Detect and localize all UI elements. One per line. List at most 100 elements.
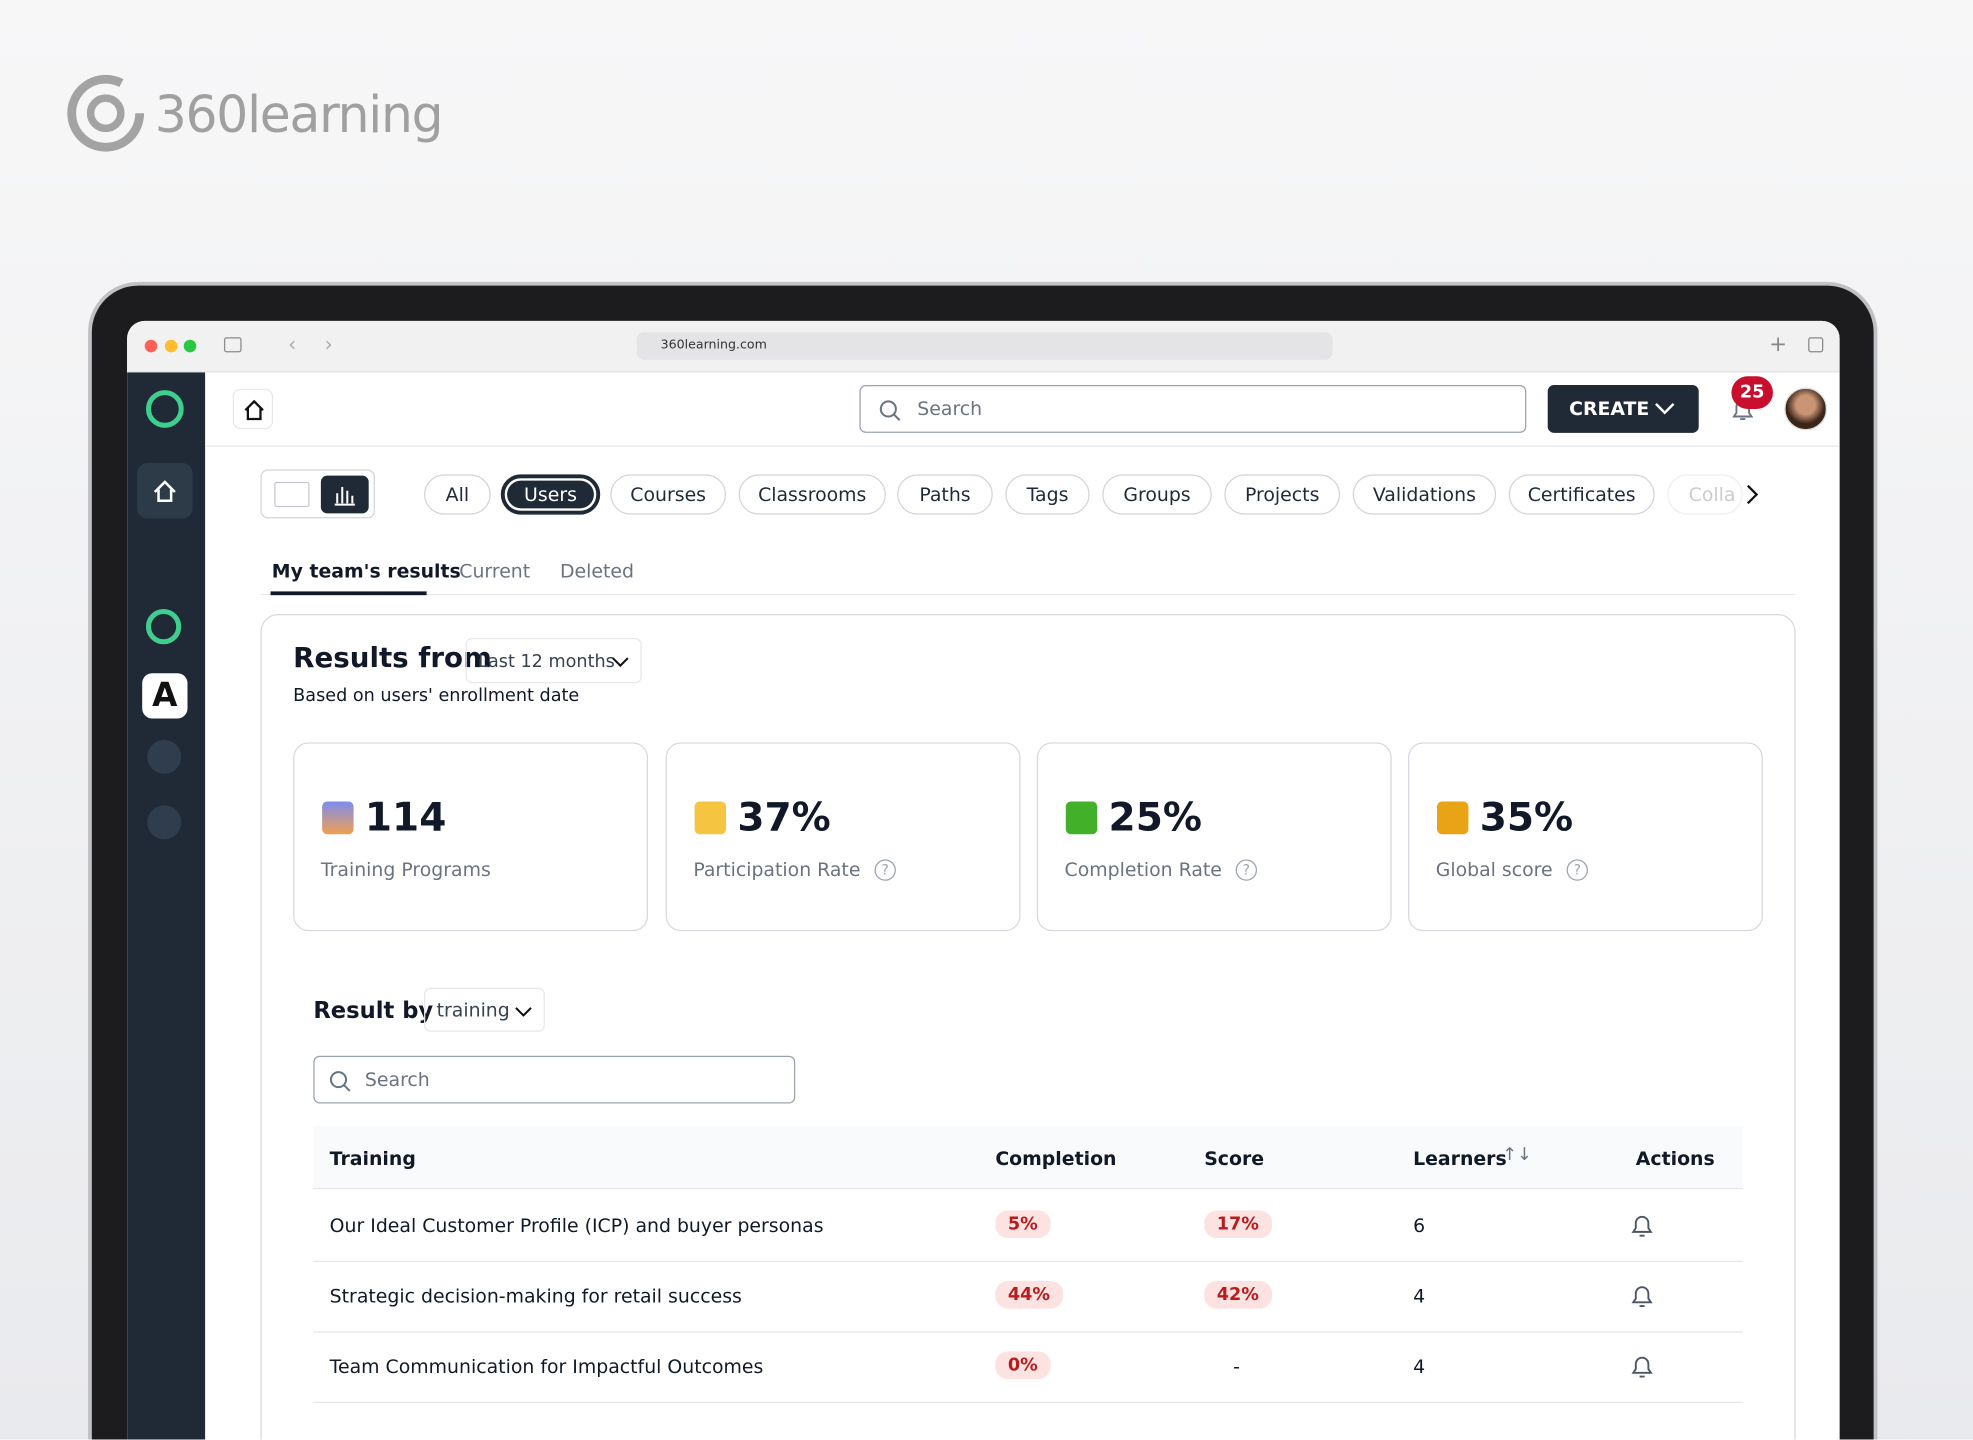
home-nav[interactable]	[137, 463, 193, 519]
filter-pill[interactable]: Projects	[1224, 474, 1341, 515]
tab[interactable]: Deleted	[559, 559, 634, 583]
period-dropdown[interactable]: Last 12 months	[465, 637, 642, 684]
avatar[interactable]	[1784, 387, 1828, 431]
filter-pill[interactable]: All	[424, 474, 491, 515]
app-logo[interactable]	[145, 390, 184, 428]
bell-icon	[1631, 1356, 1653, 1378]
stat-label: Global score	[1435, 858, 1553, 881]
home-icon	[153, 480, 176, 503]
column-header: Training	[329, 1147, 416, 1171]
tabs-overview[interactable]	[1808, 337, 1824, 353]
column-header: Score	[1204, 1147, 1265, 1171]
tab[interactable]: Current	[459, 559, 531, 583]
stat-card: 25% Completion Rate?	[1036, 742, 1392, 932]
remind-button[interactable]	[1629, 1354, 1654, 1387]
chart-icon	[334, 486, 355, 506]
analytics-view[interactable]	[320, 475, 369, 514]
url-text: 360learning.com	[660, 338, 767, 353]
scroll-right[interactable]	[1741, 482, 1761, 507]
row-divider	[313, 1401, 1743, 1404]
stat-label: Training Programs	[320, 858, 491, 881]
tab[interactable]: My team's results	[271, 559, 461, 583]
filter-pill[interactable]: Tags	[1005, 474, 1090, 515]
bell-icon	[1631, 1286, 1653, 1308]
tab-divider	[260, 593, 1796, 596]
stat-value: 35%	[1479, 795, 1574, 841]
table-cell: 6	[1413, 1214, 1426, 1237]
table-cell: 44%	[995, 1280, 1063, 1309]
chevron-down	[515, 1007, 532, 1017]
filter-pill[interactable]: Groups	[1102, 474, 1212, 515]
create-button[interactable]: CREATE	[1547, 385, 1699, 433]
stat-icon	[1065, 801, 1098, 835]
sidebar-toggle[interactable]	[223, 337, 242, 353]
stat-value: 25%	[1108, 795, 1202, 841]
filter-pill[interactable]: Classrooms	[738, 474, 886, 515]
new-tab[interactable]: +	[1769, 332, 1788, 358]
forward-button[interactable]: ›	[324, 332, 333, 357]
notification-badge: 25	[1731, 376, 1773, 409]
table-cell: 5%	[995, 1210, 1051, 1239]
logo-icon	[67, 74, 145, 152]
column-header[interactable]: Learners	[1413, 1147, 1507, 1171]
table-cell: 17%	[1204, 1210, 1272, 1239]
logo-text: 360learning	[154, 86, 444, 145]
minimize-dot[interactable]	[164, 339, 178, 353]
home-icon	[244, 399, 264, 421]
stat-label: Completion Rate	[1064, 858, 1222, 881]
stat-icon	[694, 801, 727, 835]
stat-card: 37% Participation Rate?	[665, 742, 1021, 932]
stat-value: 37%	[737, 795, 831, 841]
table-header	[313, 1126, 1743, 1190]
table-cell: -	[1233, 1355, 1240, 1378]
workspace-a[interactable]: A	[142, 673, 188, 719]
workspace-placeholder[interactable]	[147, 739, 182, 774]
results-subtitle: Based on users' enrollment date	[293, 685, 580, 706]
stat-card: 35% Global score?	[1408, 742, 1763, 932]
create-label: CREATE	[1569, 397, 1650, 421]
table-cell: 4	[1413, 1355, 1426, 1378]
percent-badge: 42%	[1204, 1280, 1272, 1309]
home-button[interactable]	[232, 388, 274, 430]
catalog-view[interactable]	[274, 481, 310, 508]
zoom-dot[interactable]	[183, 339, 197, 353]
stat-icon	[1436, 801, 1469, 835]
training-name: Our Ideal Customer Profile (ICP) and buy…	[329, 1214, 824, 1237]
workspace-icon[interactable]	[145, 609, 182, 645]
training-name: Strategic decision-making for retail suc…	[329, 1284, 742, 1308]
result-by-dropdown[interactable]: training	[424, 987, 545, 1032]
remind-button[interactable]	[1629, 1213, 1654, 1246]
browser-bar: ‹ › 360learning.com +	[127, 320, 1840, 373]
remind-button[interactable]	[1629, 1283, 1654, 1316]
chevron-down	[1655, 403, 1675, 415]
search-box[interactable]: Search	[859, 385, 1527, 433]
back-button[interactable]: ‹	[288, 332, 297, 357]
filter-pill[interactable]: Validations	[1352, 474, 1497, 515]
filter-pill[interactable]: Paths	[897, 474, 993, 515]
table-search[interactable]: Search	[313, 1055, 796, 1104]
sort-icon[interactable]: ↑↓	[1502, 1145, 1532, 1166]
close-dot[interactable]	[144, 339, 158, 353]
filter-pill[interactable]: Courses	[610, 474, 727, 515]
stat-card: 114 Training Programs	[293, 742, 649, 932]
search-icon	[329, 1071, 351, 1092]
filter-pill[interactable]: Certificates	[1508, 474, 1655, 515]
help-icon[interactable]: ?	[1235, 859, 1258, 881]
row-divider	[313, 1331, 1743, 1333]
filter-pill[interactable]: Users	[500, 474, 601, 515]
chevron-down	[612, 657, 629, 668]
filter-pill[interactable]: Colla	[1667, 474, 1743, 515]
search-placeholder: Search	[917, 397, 983, 421]
help-icon[interactable]: ?	[1566, 859, 1588, 881]
table-cell: 4	[1413, 1284, 1426, 1308]
period-label: Last 12 months	[478, 651, 615, 672]
stat-label: Participation Rate	[693, 858, 861, 881]
view-toggle	[260, 469, 375, 519]
workspace-placeholder[interactable]	[147, 805, 182, 840]
stat-icon	[322, 801, 354, 835]
table-cell: 0%	[995, 1351, 1051, 1380]
help-icon[interactable]: ?	[874, 859, 896, 881]
url-bar[interactable]: 360learning.com	[636, 332, 1333, 360]
tab-underline	[270, 591, 427, 596]
